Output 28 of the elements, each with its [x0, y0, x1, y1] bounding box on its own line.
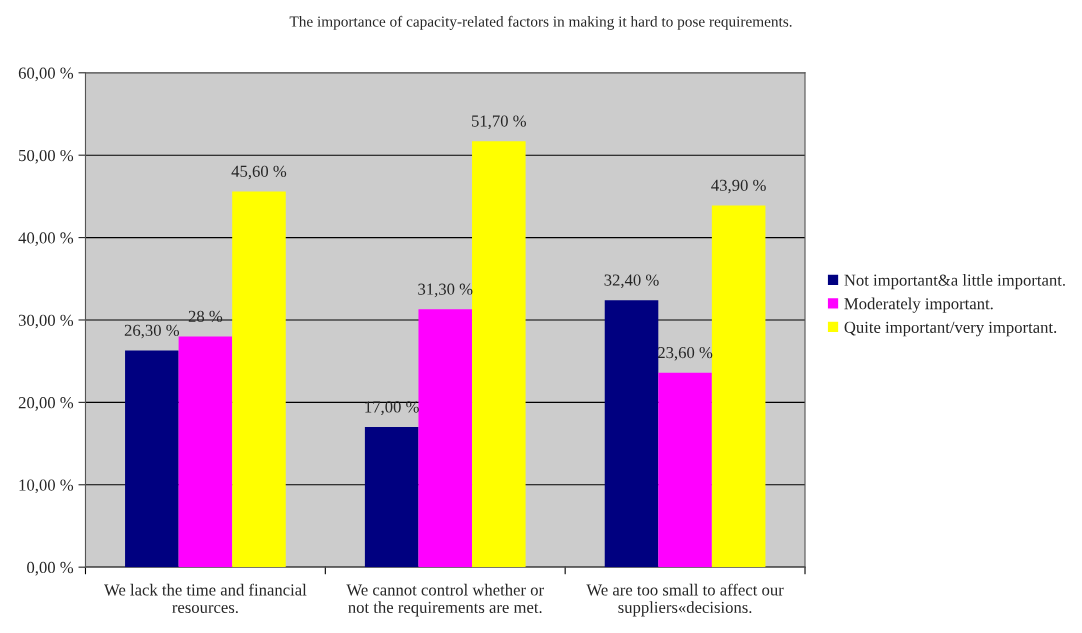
- y-tick-label: 10,00 %: [19, 479, 74, 494]
- x-tick-label: We lack the time and financial resources.: [104, 583, 307, 614]
- y-tick-label: 0,00 %: [27, 561, 74, 576]
- data-label: 26,30 %: [124, 324, 180, 339]
- bar: [658, 372, 712, 568]
- legend-label: Moderately important.: [844, 297, 993, 313]
- x-tick-label: We are too small to affect our suppliers«decisions.: [586, 583, 784, 617]
- bar: [232, 191, 286, 568]
- bar: [604, 300, 659, 568]
- bar: [178, 336, 233, 568]
- y-tick-label: 40,00 %: [18, 232, 74, 246]
- chart-title: The importance of capacity-related factors in making it hard to pose requirements.: [289, 15, 792, 30]
- legend-label: Not important&a little important.: [844, 274, 1065, 290]
- y-tick-label: 30,00 %: [18, 314, 74, 329]
- bar: [472, 141, 526, 568]
- data-label: 45,60 %: [231, 165, 287, 180]
- data-label: 51,70 %: [472, 115, 527, 130]
- bar: [418, 309, 473, 568]
- bar: [364, 427, 419, 568]
- data-label: 32,40 %: [604, 274, 659, 289]
- y-tick-label: 50,00 %: [19, 149, 74, 164]
- y-tick-label: 20,00 %: [18, 397, 74, 411]
- bar: [711, 205, 766, 568]
- x-tick-label: We cannot control whether or not the requirements are met.: [346, 583, 544, 617]
- legend-label: Quite important/very important.: [844, 321, 1057, 337]
- bar: [125, 350, 179, 568]
- y-tick-label: 60,00 %: [18, 67, 74, 82]
- data-label: 43,90 %: [711, 179, 766, 194]
